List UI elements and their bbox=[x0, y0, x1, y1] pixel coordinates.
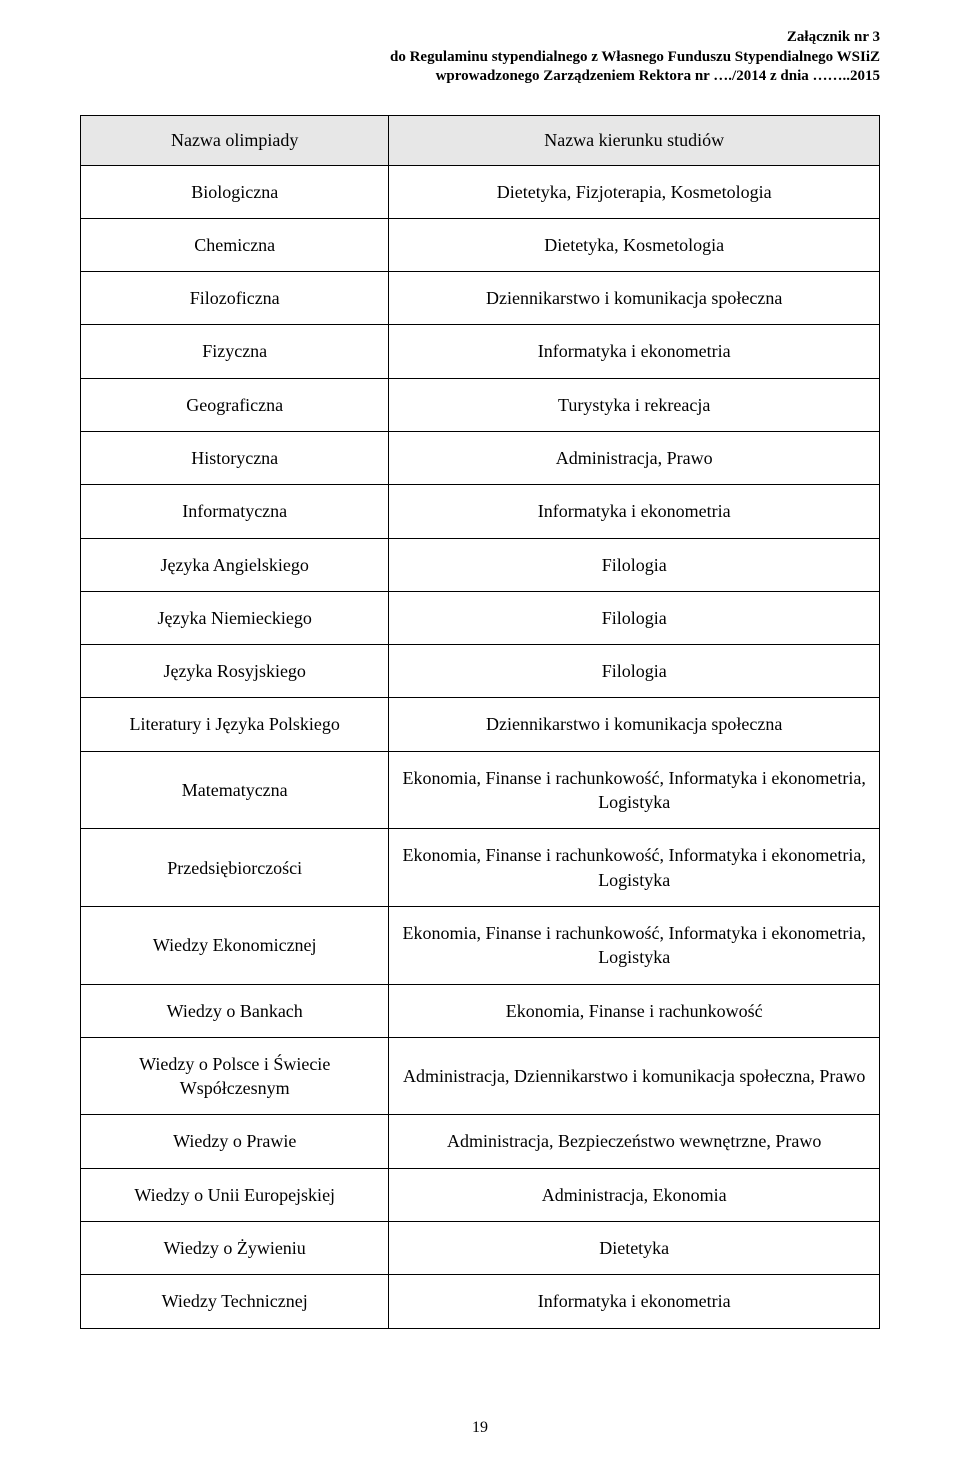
cell-field: Filologia bbox=[389, 538, 880, 591]
cell-olimpiad: Języka Niemieckiego bbox=[81, 591, 389, 644]
cell-olimpiad: Historyczna bbox=[81, 431, 389, 484]
cell-field: Informatyka i ekonometria bbox=[389, 325, 880, 378]
cell-olimpiad: Chemiczna bbox=[81, 218, 389, 271]
cell-field: Ekonomia, Finanse i rachunkowość, Inform… bbox=[389, 829, 880, 907]
cell-olimpiad: Języka Angielskiego bbox=[81, 538, 389, 591]
table-row: Wiedzy TechnicznejInformatyka i ekonomet… bbox=[81, 1275, 880, 1328]
table-row: PrzedsiębiorczościEkonomia, Finanse i ra… bbox=[81, 829, 880, 907]
table-header-row: Nazwa olimpiady Nazwa kierunku studiów bbox=[81, 115, 880, 165]
cell-olimpiad: Przedsiębiorczości bbox=[81, 829, 389, 907]
cell-field: Informatyka i ekonometria bbox=[389, 1275, 880, 1328]
cell-field: Informatyka i ekonometria bbox=[389, 485, 880, 538]
cell-field: Ekonomia, Finanse i rachunkowość, Inform… bbox=[389, 906, 880, 984]
document-page: Załącznik nr 3 do Regulaminu stypendialn… bbox=[0, 0, 960, 1477]
table-row: Wiedzy o Unii EuropejskiejAdministracja,… bbox=[81, 1168, 880, 1221]
cell-field: Administracja, Prawo bbox=[389, 431, 880, 484]
cell-olimpiad: Matematyczna bbox=[81, 751, 389, 829]
table-row: Języka AngielskiegoFilologia bbox=[81, 538, 880, 591]
cell-field: Ekonomia, Finanse i rachunkowość bbox=[389, 984, 880, 1037]
cell-olimpiad: Informatyczna bbox=[81, 485, 389, 538]
table-row: HistorycznaAdministracja, Prawo bbox=[81, 431, 880, 484]
cell-field: Dietetyka, Fizjoterapia, Kosmetologia bbox=[389, 165, 880, 218]
table-row: InformatycznaInformatyka i ekonometria bbox=[81, 485, 880, 538]
cell-olimpiad: Wiedzy o Polsce i Świecie Współczesnym bbox=[81, 1037, 389, 1115]
table-row: Wiedzy o PrawieAdministracja, Bezpieczeń… bbox=[81, 1115, 880, 1168]
table-row: Języka RosyjskiegoFilologia bbox=[81, 645, 880, 698]
table-row: Wiedzy o Polsce i Świecie WspółczesnymAd… bbox=[81, 1037, 880, 1115]
table-body: BiologicznaDietetyka, Fizjoterapia, Kosm… bbox=[81, 165, 880, 1328]
cell-olimpiad: Geograficzna bbox=[81, 378, 389, 431]
table-row: FizycznaInformatyka i ekonometria bbox=[81, 325, 880, 378]
cell-olimpiad: Filozoficzna bbox=[81, 272, 389, 325]
cell-olimpiad: Języka Rosyjskiego bbox=[81, 645, 389, 698]
table-row: BiologicznaDietetyka, Fizjoterapia, Kosm… bbox=[81, 165, 880, 218]
table-row: Wiedzy o ŻywieniuDietetyka bbox=[81, 1222, 880, 1275]
olympiad-table: Nazwa olimpiady Nazwa kierunku studiów B… bbox=[80, 115, 880, 1329]
cell-field: Administracja, Dziennikarstwo i komunika… bbox=[389, 1037, 880, 1115]
table-row: FilozoficznaDziennikarstwo i komunikacja… bbox=[81, 272, 880, 325]
cell-olimpiad: Wiedzy o Unii Europejskiej bbox=[81, 1168, 389, 1221]
table-row: GeograficznaTurystyka i rekreacja bbox=[81, 378, 880, 431]
cell-olimpiad: Fizyczna bbox=[81, 325, 389, 378]
cell-olimpiad: Wiedzy o Żywieniu bbox=[81, 1222, 389, 1275]
table-row: MatematycznaEkonomia, Finanse i rachunko… bbox=[81, 751, 880, 829]
attachment-header: Załącznik nr 3 do Regulaminu stypendialn… bbox=[80, 28, 880, 87]
cell-field: Administracja, Bezpieczeństwo wewnętrzne… bbox=[389, 1115, 880, 1168]
cell-field: Administracja, Ekonomia bbox=[389, 1168, 880, 1221]
page-number: 19 bbox=[80, 1419, 880, 1437]
cell-olimpiad: Biologiczna bbox=[81, 165, 389, 218]
table-row: ChemicznaDietetyka, Kosmetologia bbox=[81, 218, 880, 271]
cell-olimpiad: Literatury i Języka Polskiego bbox=[81, 698, 389, 751]
table-row: Wiedzy o BankachEkonomia, Finanse i rach… bbox=[81, 984, 880, 1037]
cell-field: Filologia bbox=[389, 591, 880, 644]
cell-field: Dietetyka, Kosmetologia bbox=[389, 218, 880, 271]
cell-field: Turystyka i rekreacja bbox=[389, 378, 880, 431]
cell-field: Dziennikarstwo i komunikacja społeczna bbox=[389, 698, 880, 751]
cell-olimpiad: Wiedzy o Bankach bbox=[81, 984, 389, 1037]
cell-field: Dziennikarstwo i komunikacja społeczna bbox=[389, 272, 880, 325]
cell-field: Ekonomia, Finanse i rachunkowość, Inform… bbox=[389, 751, 880, 829]
header-line-3: wprowadzonego Zarządzeniem Rektora nr ….… bbox=[80, 67, 880, 87]
header-line-2: do Regulaminu stypendialnego z Własnego … bbox=[80, 48, 880, 68]
cell-field: Filologia bbox=[389, 645, 880, 698]
cell-olimpiad: Wiedzy Ekonomicznej bbox=[81, 906, 389, 984]
table-row: Literatury i Języka PolskiegoDziennikars… bbox=[81, 698, 880, 751]
table-row: Języka NiemieckiegoFilologia bbox=[81, 591, 880, 644]
header-line-1: Załącznik nr 3 bbox=[80, 28, 880, 48]
table-row: Wiedzy EkonomicznejEkonomia, Finanse i r… bbox=[81, 906, 880, 984]
cell-olimpiad: Wiedzy Technicznej bbox=[81, 1275, 389, 1328]
col-header-field: Nazwa kierunku studiów bbox=[389, 115, 880, 165]
cell-field: Dietetyka bbox=[389, 1222, 880, 1275]
col-header-olimpiad: Nazwa olimpiady bbox=[81, 115, 389, 165]
cell-olimpiad: Wiedzy o Prawie bbox=[81, 1115, 389, 1168]
